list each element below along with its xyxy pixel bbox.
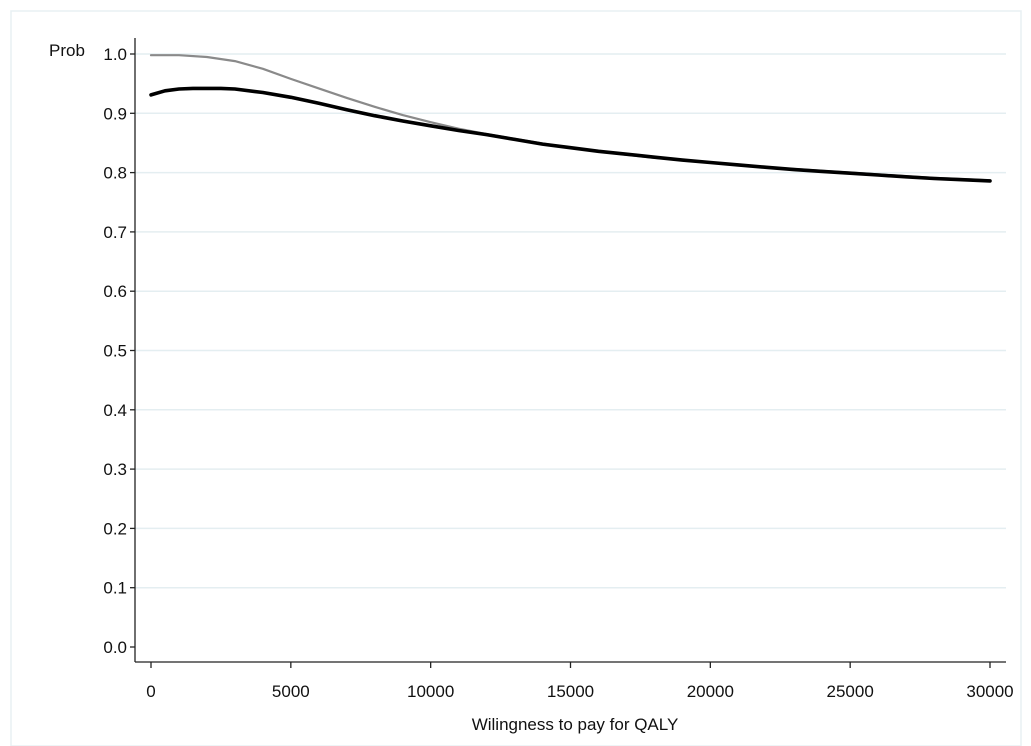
axes	[130, 38, 1006, 668]
x-tick-label: 20000	[687, 682, 734, 701]
x-axis-title: Wilingness to pay for QALY	[472, 715, 679, 734]
gridlines	[135, 53, 1006, 589]
series-line-2	[149, 86, 992, 183]
x-tick-label: 10000	[407, 682, 454, 701]
y-tick-label: 0.2	[103, 519, 127, 538]
x-tick-label: 30000	[966, 682, 1013, 701]
y-tick-label: 0.4	[103, 401, 127, 420]
x-tick-label: 5000	[272, 682, 310, 701]
series-lines	[149, 54, 992, 183]
y-tick-label: 0.6	[103, 282, 127, 301]
x-tick-label: 15000	[547, 682, 594, 701]
outer-frame	[10, 10, 1022, 746]
x-tick-label: 0	[146, 682, 155, 701]
y-tick-label: 0.3	[103, 460, 127, 479]
y-tick-label: 0.5	[103, 342, 127, 361]
y-tick-label: 0.9	[103, 104, 127, 123]
tick-labels: 0.0 0.1 0.2 0.3 0.4 0.5 0.6 0.7 0.8 0.9 1.0 0 5000 10…	[103, 45, 1013, 701]
y-tick-label: 0.1	[103, 579, 127, 598]
x-tick-label: 25000	[827, 682, 874, 701]
y-tick-label: 0.8	[103, 164, 127, 183]
y-tick-label: 0.7	[103, 223, 127, 242]
y-tick-label: 1.0	[103, 45, 127, 64]
y-tick-label: 0.0	[103, 638, 127, 657]
y-axis-title: Prob	[49, 41, 85, 60]
